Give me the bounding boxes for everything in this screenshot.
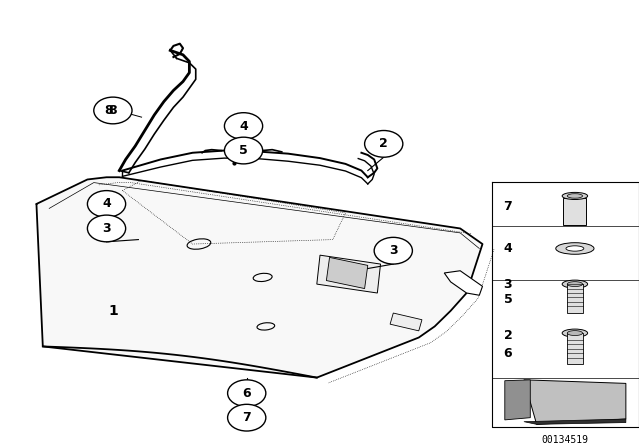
Circle shape — [228, 380, 266, 406]
Text: 1: 1 — [108, 304, 118, 318]
Text: 5: 5 — [504, 293, 513, 306]
Polygon shape — [326, 258, 368, 289]
Bar — [567, 284, 582, 313]
Circle shape — [94, 97, 132, 124]
Ellipse shape — [567, 194, 582, 198]
Circle shape — [365, 130, 403, 157]
Polygon shape — [317, 255, 381, 293]
Polygon shape — [505, 380, 531, 420]
Text: 4: 4 — [239, 120, 248, 133]
Text: 7: 7 — [243, 411, 251, 424]
Circle shape — [225, 113, 262, 139]
Ellipse shape — [567, 282, 582, 287]
Circle shape — [88, 215, 125, 242]
Ellipse shape — [562, 280, 588, 288]
Text: 3: 3 — [389, 244, 397, 257]
Text: 3: 3 — [504, 278, 512, 291]
Ellipse shape — [556, 243, 594, 254]
Text: 4: 4 — [102, 198, 111, 211]
Text: 7: 7 — [504, 200, 513, 213]
Ellipse shape — [567, 331, 582, 336]
Text: 6: 6 — [243, 387, 251, 400]
Ellipse shape — [562, 192, 588, 199]
Polygon shape — [390, 313, 422, 331]
Text: 8: 8 — [109, 104, 117, 117]
Polygon shape — [444, 271, 483, 295]
Text: 5: 5 — [239, 144, 248, 157]
Polygon shape — [524, 419, 626, 424]
Text: 2: 2 — [380, 138, 388, 151]
Circle shape — [88, 190, 125, 217]
Text: 8: 8 — [104, 104, 113, 117]
Polygon shape — [524, 380, 626, 424]
Text: 6: 6 — [504, 347, 512, 360]
Text: 4: 4 — [504, 242, 513, 255]
Bar — [563, 198, 586, 225]
Circle shape — [225, 137, 262, 164]
Bar — [567, 333, 582, 364]
Text: 00134519: 00134519 — [542, 435, 589, 445]
Polygon shape — [36, 177, 483, 378]
Text: 2: 2 — [504, 329, 513, 342]
Ellipse shape — [562, 329, 588, 337]
Ellipse shape — [566, 246, 584, 251]
Circle shape — [228, 404, 266, 431]
Text: 3: 3 — [102, 222, 111, 235]
Circle shape — [374, 237, 412, 264]
